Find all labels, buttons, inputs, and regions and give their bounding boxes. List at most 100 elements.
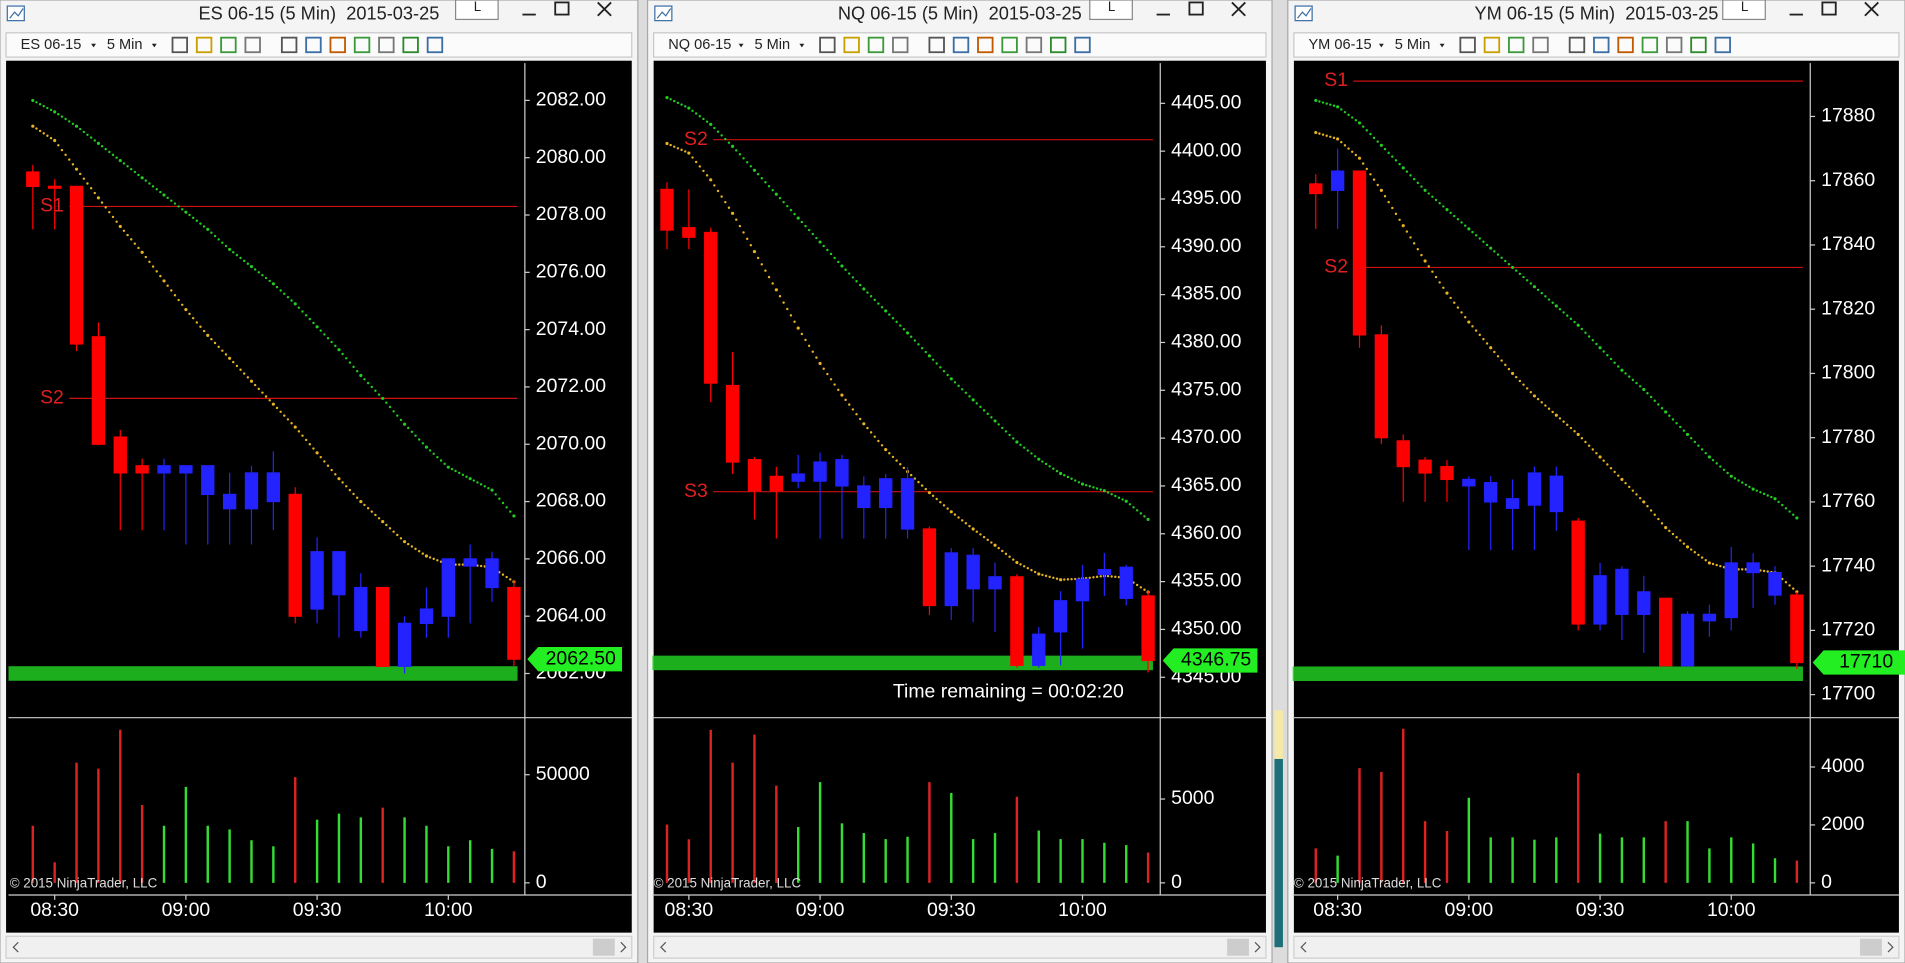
ema-dot-fill	[1456, 306, 1460, 309]
scroll-left[interactable]	[12, 941, 19, 953]
toolbar-icon[interactable]	[280, 36, 298, 54]
toolbar-interval[interactable]: 5 Min	[1395, 37, 1431, 53]
scroll-thumb[interactable]	[1227, 938, 1249, 956]
scroll-right[interactable]	[1254, 941, 1261, 953]
ema-dot-fill	[1507, 367, 1511, 371]
toolbar-icon[interactable]	[195, 36, 213, 54]
toolbar-icon[interactable]	[892, 36, 909, 54]
toolbar-icon[interactable]	[1049, 36, 1067, 54]
ema-dot-fill	[1493, 350, 1496, 354]
ema-dot-fill	[749, 165, 753, 168]
ema-dot-fill	[170, 289, 173, 292]
toolbar-icon[interactable]	[1532, 36, 1549, 54]
scroll-left[interactable]	[1300, 941, 1307, 953]
window-l-label[interactable]: L	[474, 0, 481, 14]
dropdown-arrow[interactable]	[738, 43, 744, 48]
ema-dot-fill	[793, 212, 796, 216]
ema-dot-fill	[312, 447, 315, 450]
toolbar-interval[interactable]: 5 Min	[107, 37, 143, 53]
scroll-right[interactable]	[1887, 941, 1894, 953]
ema-dot-fill	[1737, 479, 1740, 482]
ema-dot-fill	[476, 481, 479, 484]
close-button[interactable]	[597, 1, 612, 17]
toolbar-icon[interactable]	[220, 36, 237, 54]
maximize-button[interactable]	[1821, 1, 1837, 16]
toolbar-icon[interactable]	[928, 36, 945, 54]
maximize-button[interactable]	[554, 1, 570, 16]
toolbar-icon[interactable]	[1508, 36, 1525, 54]
toolbar-icon[interactable]	[1025, 36, 1043, 54]
toolbar-icon[interactable]	[1568, 36, 1586, 54]
dropdown-arrow[interactable]	[799, 43, 805, 48]
window-l-button[interactable]	[454, 0, 499, 21]
dropdown-arrow[interactable]	[1439, 43, 1445, 48]
toolbar-icon[interactable]	[329, 36, 346, 54]
ema-dot-fill	[1070, 477, 1073, 480]
ema-dot-fill	[880, 306, 884, 309]
ema-dot-fill	[224, 244, 228, 248]
candle-body	[1330, 170, 1345, 191]
toolbar-icon[interactable]	[305, 36, 322, 54]
window-l-button[interactable]	[1089, 0, 1133, 21]
ema-dot	[1576, 432, 1580, 437]
toolbar-icon[interactable]	[426, 36, 444, 54]
scroll-thumb[interactable]	[1860, 938, 1882, 956]
ema-dot-fill	[931, 358, 935, 361]
ema-dot-fill	[1376, 183, 1379, 187]
toolbar-instrument[interactable]: YM 06-15	[1308, 37, 1371, 53]
scroll-thumb[interactable]	[592, 938, 615, 956]
toolbar-icon[interactable]	[1483, 36, 1501, 54]
scroll-left[interactable]	[660, 941, 667, 953]
scroll-right[interactable]	[620, 941, 627, 953]
close-button[interactable]	[1231, 1, 1246, 17]
toolbar-icon[interactable]	[1641, 36, 1659, 54]
toolbar-icon[interactable]	[244, 36, 261, 54]
toolbar-icon[interactable]	[353, 36, 371, 54]
ema-dot-fill	[1052, 467, 1055, 470]
toolbar-icon[interactable]	[952, 36, 970, 54]
toolbar-icon[interactable]	[977, 36, 994, 54]
ema-dot-fill	[370, 385, 373, 389]
toolbar-icon[interactable]	[1617, 36, 1634, 54]
toolbar-icon[interactable]	[819, 36, 836, 54]
window-l-label[interactable]: L	[1741, 0, 1748, 14]
dropdown-arrow[interactable]	[91, 43, 96, 48]
ema-dot-fill	[673, 99, 676, 103]
dropdown-arrow[interactable]	[151, 43, 157, 48]
toolbar-icon[interactable]	[171, 36, 189, 54]
toolbar-icon[interactable]	[1665, 36, 1683, 54]
ema-dot-fill	[1638, 385, 1642, 388]
scrollbar[interactable]	[653, 935, 1267, 959]
toolbar-icon[interactable]	[1690, 36, 1707, 54]
toolbar-instrument[interactable]: ES 06-15	[21, 37, 82, 53]
ema-dot-fill	[1726, 471, 1729, 475]
ema-dot-fill	[975, 530, 979, 533]
toolbar-icon[interactable]	[843, 36, 860, 54]
toolbar-icon[interactable]	[1593, 36, 1610, 54]
ema-dot	[1664, 410, 1668, 414]
window-l-label[interactable]: L	[1108, 0, 1115, 14]
toolbar-icon[interactable]	[1001, 36, 1018, 54]
close-button[interactable]	[1864, 1, 1879, 17]
toolbar-icon[interactable]	[402, 36, 419, 54]
ema-dot-fill	[115, 220, 118, 223]
toolbar-icon[interactable]	[867, 36, 885, 54]
ema-dot-fill	[60, 148, 64, 152]
candle-body	[47, 185, 62, 189]
toolbar-icon[interactable]	[1074, 36, 1091, 54]
toolbar-icon[interactable]	[1459, 36, 1476, 54]
toolbar-interval[interactable]: 5 Min	[754, 37, 790, 53]
toolbar-instrument[interactable]: NQ 06-15	[668, 37, 731, 53]
scrollbar[interactable]	[5, 935, 633, 959]
ema-dot-fill	[1434, 198, 1438, 202]
ema-dot-fill	[1044, 574, 1048, 578]
toolbar-icon[interactable]	[1714, 36, 1731, 54]
window-l-button[interactable]	[1722, 0, 1766, 21]
maximize-button[interactable]	[1188, 1, 1204, 16]
ema-dot	[315, 325, 319, 329]
scrollbar[interactable]	[1293, 935, 1900, 959]
toolbar-icon[interactable]	[378, 36, 395, 54]
x-tick-label: 09:00	[796, 899, 845, 921]
dropdown-arrow[interactable]	[1378, 43, 1384, 48]
ema-dot-fill	[242, 259, 246, 263]
